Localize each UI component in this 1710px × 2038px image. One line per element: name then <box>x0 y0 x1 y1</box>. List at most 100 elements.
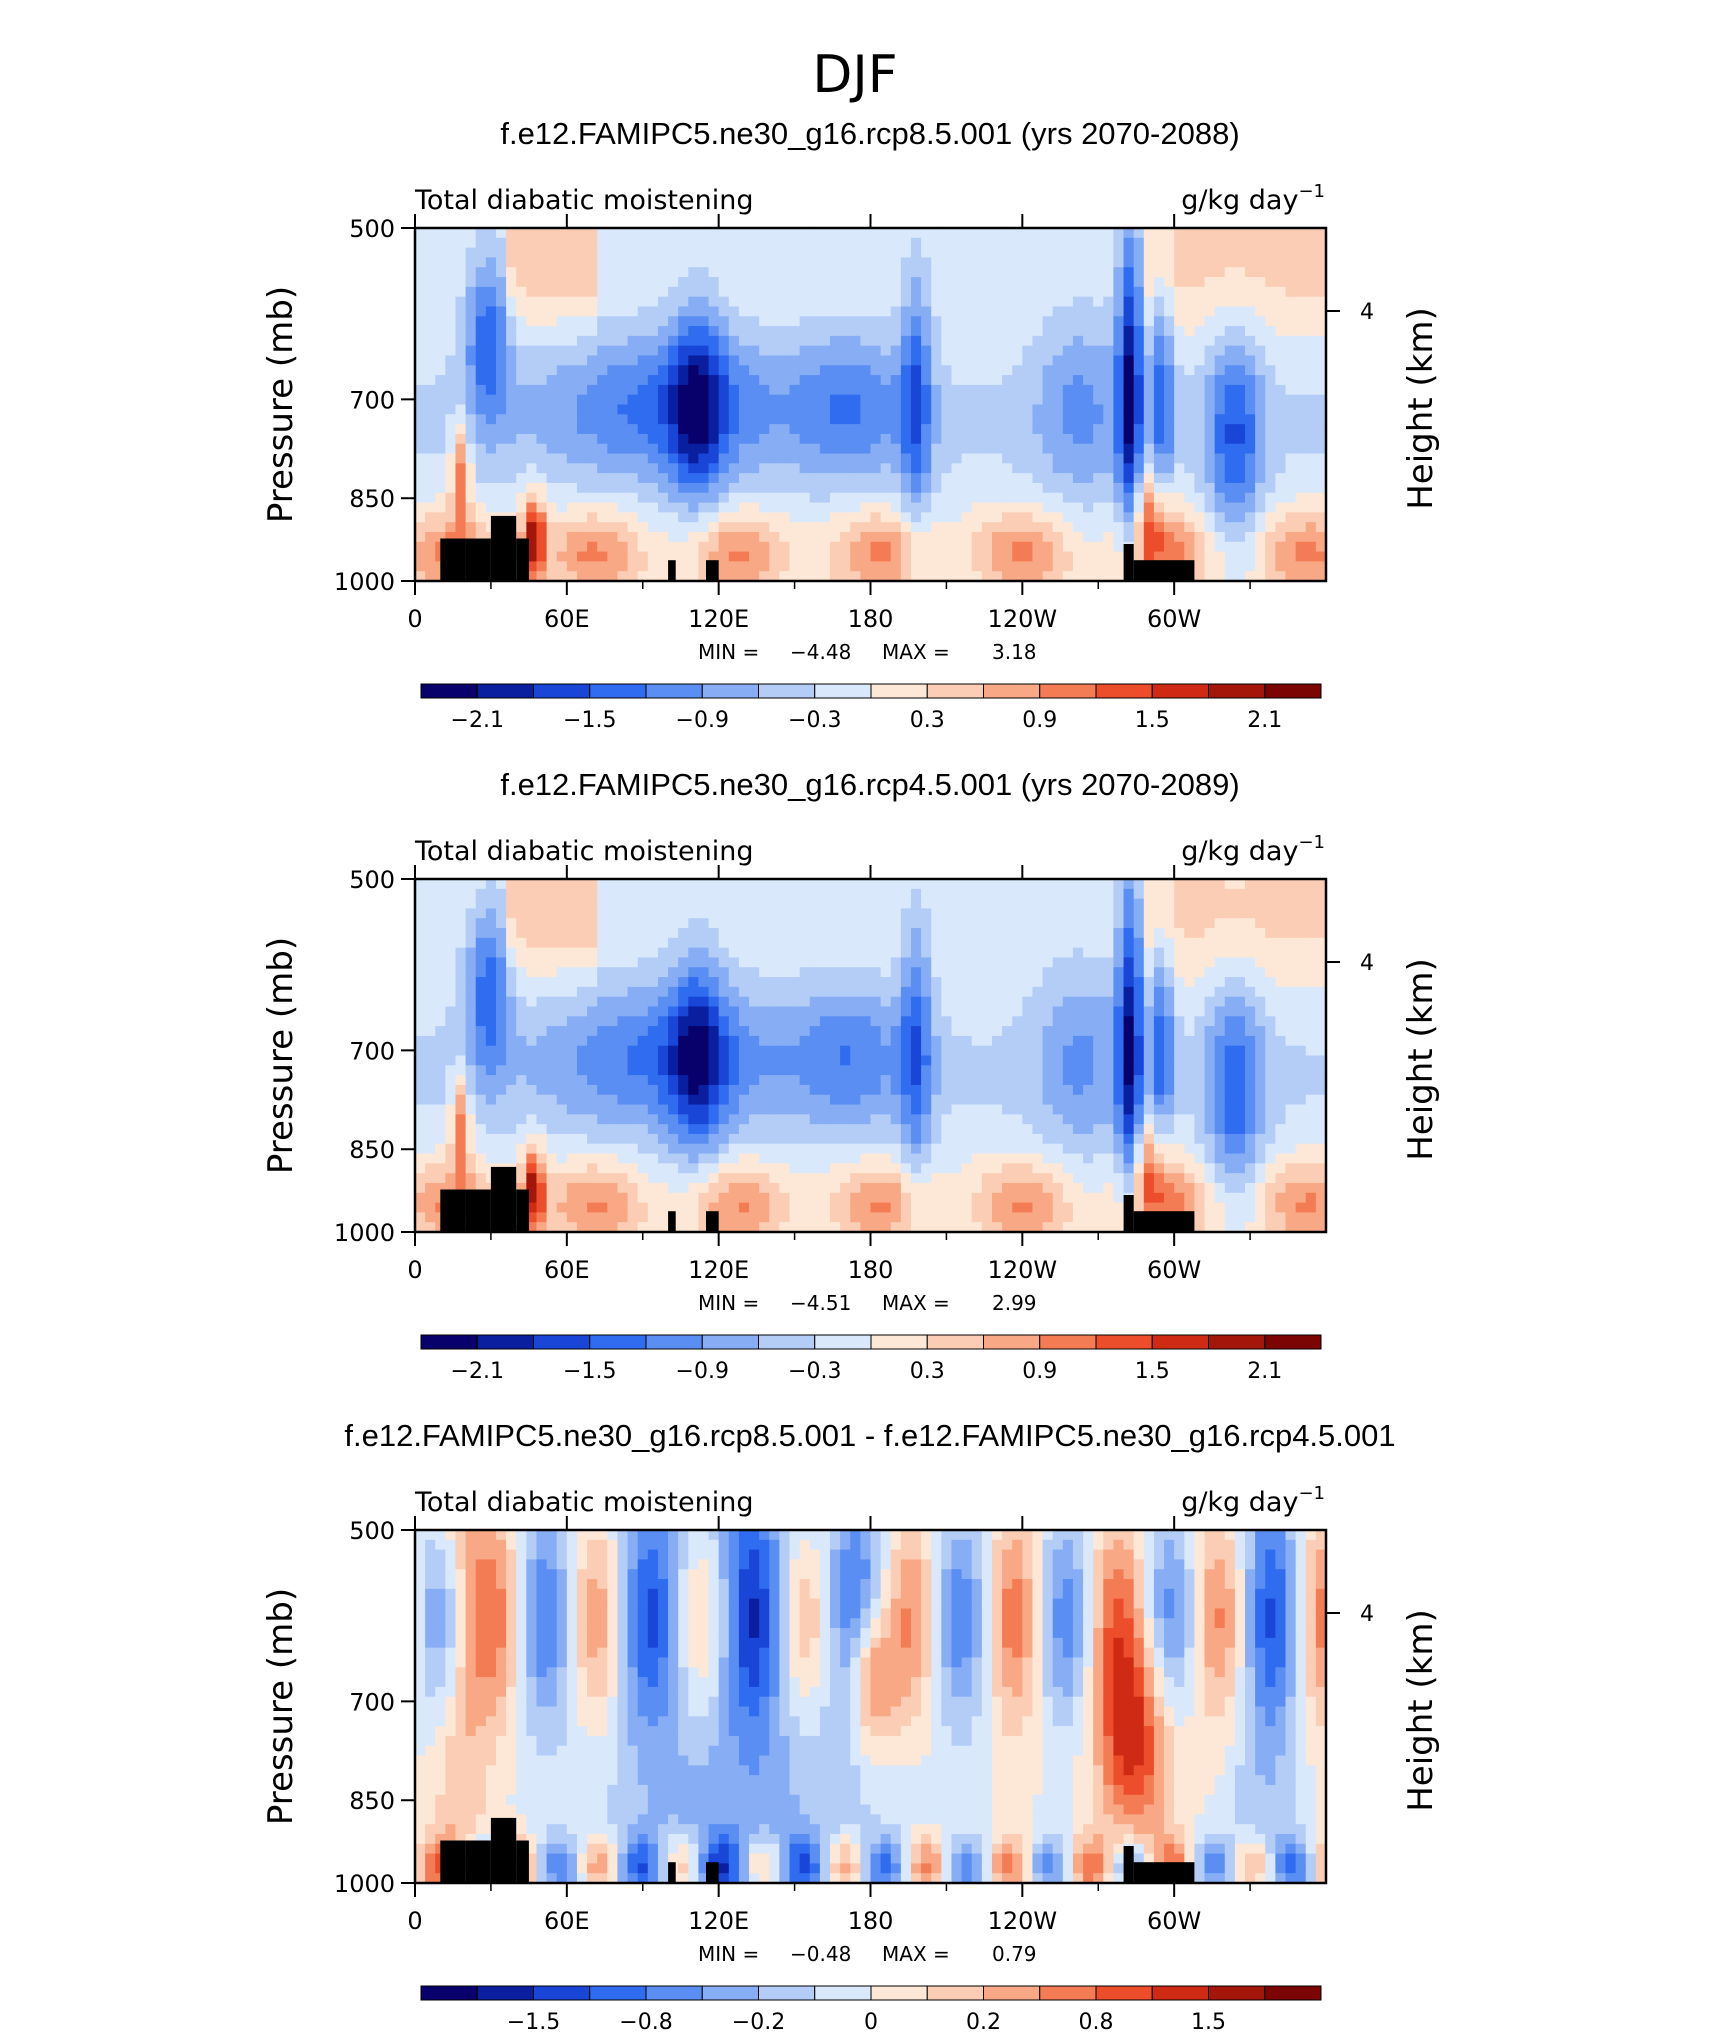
field-cell <box>769 1143 780 1155</box>
field-cell <box>1194 228 1206 239</box>
field-cell <box>789 1153 801 1164</box>
field-cell <box>1204 522 1216 533</box>
field-cell <box>830 237 841 249</box>
field-cell <box>536 1114 548 1125</box>
field-cell <box>1072 375 1084 386</box>
field-cell <box>556 1143 568 1155</box>
field-cell <box>536 1075 548 1086</box>
field-cell <box>728 1075 740 1086</box>
field-cell <box>850 463 861 474</box>
field-cell <box>1174 306 1185 317</box>
field-cell <box>819 286 831 298</box>
terrain-block <box>706 560 719 581</box>
field-cell <box>455 1055 467 1066</box>
field-cell <box>526 502 538 513</box>
field-cell <box>425 512 436 523</box>
field-cell <box>840 1084 851 1096</box>
field-cell <box>779 1055 791 1066</box>
field-cell <box>840 522 851 533</box>
field-cell <box>698 1133 710 1145</box>
field-cell <box>870 384 882 396</box>
field-cell <box>819 1133 831 1145</box>
field-cell <box>587 898 598 910</box>
field-cell <box>1245 433 1256 445</box>
field-cell <box>445 316 457 327</box>
field-cell <box>475 296 487 308</box>
field-cell <box>1214 463 1226 474</box>
field-cell <box>870 286 882 298</box>
field-cell <box>698 1065 710 1076</box>
field-cell <box>647 443 659 455</box>
field-cell <box>425 1182 436 1194</box>
field-cell <box>981 375 993 386</box>
field-cell <box>738 551 750 562</box>
field-cell <box>880 404 892 415</box>
field-cell <box>566 551 578 562</box>
field-cell <box>576 228 588 239</box>
field-cell <box>556 522 568 533</box>
field-cell <box>870 928 882 939</box>
field-cell <box>597 375 608 386</box>
field-cell <box>1234 384 1246 396</box>
field-cell <box>809 306 821 317</box>
field-cell <box>1002 551 1013 562</box>
field-cell <box>1174 522 1185 533</box>
field-cell <box>769 1084 780 1096</box>
field-cell <box>475 1045 487 1057</box>
field-cell <box>1012 267 1023 278</box>
field-cell <box>1032 561 1044 572</box>
field-cell <box>840 1124 851 1135</box>
field-cell <box>556 375 568 386</box>
field-cell <box>981 492 993 504</box>
field-cell <box>516 977 527 988</box>
field-cell <box>556 1084 568 1096</box>
field-cell <box>961 531 973 543</box>
field-cell <box>991 394 1003 406</box>
field-cell <box>1234 443 1246 455</box>
field-cell <box>536 404 548 415</box>
field-cell <box>657 918 669 929</box>
field-cell <box>607 908 619 919</box>
field-cell <box>668 502 679 513</box>
field-cell <box>759 1045 770 1057</box>
field-cell <box>880 453 892 464</box>
field-cell <box>1234 541 1246 553</box>
field-cell <box>759 1182 770 1194</box>
field-cell <box>556 561 568 572</box>
field-cell <box>526 522 538 533</box>
field-cell <box>678 277 689 288</box>
field-cell <box>546 957 558 968</box>
field-cell <box>1002 492 1013 504</box>
field-cell <box>759 1163 770 1174</box>
field-cell <box>506 1006 517 1017</box>
terrain-block <box>1133 560 1195 581</box>
field-cell <box>465 888 477 900</box>
field-cell <box>475 977 487 988</box>
field-cell <box>698 967 710 978</box>
field-cell <box>1245 502 1256 513</box>
field-cell <box>1123 365 1135 376</box>
field-cell <box>789 947 801 959</box>
field-cell <box>870 937 882 949</box>
field-cell <box>435 247 446 259</box>
field-cell <box>688 1035 700 1047</box>
field-cell <box>1042 306 1054 317</box>
field-cell <box>415 1045 426 1057</box>
field-cell <box>516 1163 527 1174</box>
field-cell <box>576 531 588 543</box>
field-cell <box>657 1104 669 1115</box>
field-cell <box>688 306 700 317</box>
field-cell <box>1103 306 1115 317</box>
field-cell <box>1022 355 1034 366</box>
field-cell <box>941 335 953 347</box>
field-cell <box>526 1192 538 1204</box>
field-cell <box>991 237 1003 249</box>
field-cell <box>607 1202 619 1213</box>
field-cell <box>728 463 740 474</box>
field-cell <box>526 986 538 998</box>
field-cell <box>1042 424 1054 435</box>
field-cell <box>475 898 487 910</box>
field-cell <box>1184 414 1196 425</box>
field-cell <box>637 492 649 504</box>
field-cell <box>597 1016 608 1027</box>
